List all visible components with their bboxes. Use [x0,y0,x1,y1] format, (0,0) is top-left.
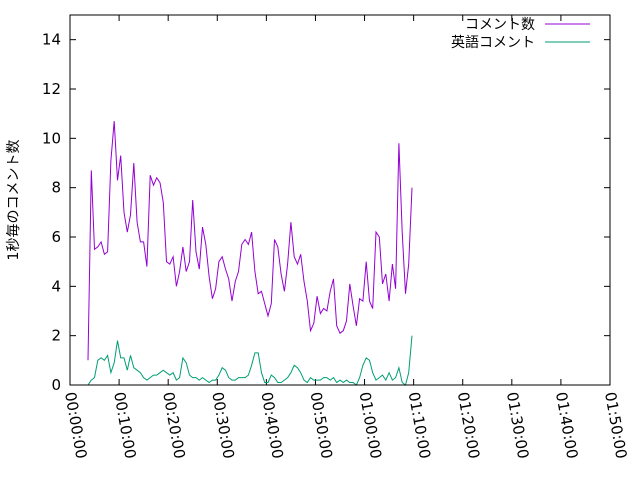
y-tick-label: 8 [51,179,61,197]
x-tick-label: 00:10:00 [110,391,139,460]
plot-frame [69,14,611,386]
x-tick-label: 01:30:00 [503,391,532,460]
legend-label-total-comments: コメント数 [465,17,535,33]
series-lines [87,121,413,386]
y-tick-label: 10 [42,129,61,147]
y-tick-label: 4 [51,277,61,295]
series-line-total-comments [87,121,413,361]
y-axis-label: 1秒毎のコメント数 [6,140,22,261]
x-tick-label: 00:40:00 [257,391,286,460]
x-tick-label: 01:50:00 [601,391,630,460]
y-axis-label-group: 1秒毎のコメント数 [6,140,22,261]
y-tick-label: 12 [42,80,61,98]
y-tick-label: 0 [51,376,61,394]
x-tick-label: 00:20:00 [159,391,188,460]
x-tick-label: 00:30:00 [208,391,237,460]
legend: コメント数 英語コメント [451,17,590,51]
x-tick-label: 00:00:00 [61,391,90,460]
y-tick-label: 14 [42,31,61,49]
x-tick-label: 01:40:00 [552,391,581,460]
x-tick-label: 00:50:00 [307,391,336,460]
y-tick-label: 6 [51,228,61,246]
x-tick-label: 01:20:00 [454,391,483,460]
axis-ticks: 0 2 4 6 8 10 12 14 00:00:00 00:10:00 00:20:00 00:30… [42,15,630,460]
x-tick-label: 01:10:00 [405,391,434,460]
x-tick-label: 01:00:00 [356,391,385,460]
legend-label-english-comments: 英語コメント [451,34,535,51]
series-line-english-comments [87,335,413,386]
y-tick-label: 2 [51,327,61,345]
